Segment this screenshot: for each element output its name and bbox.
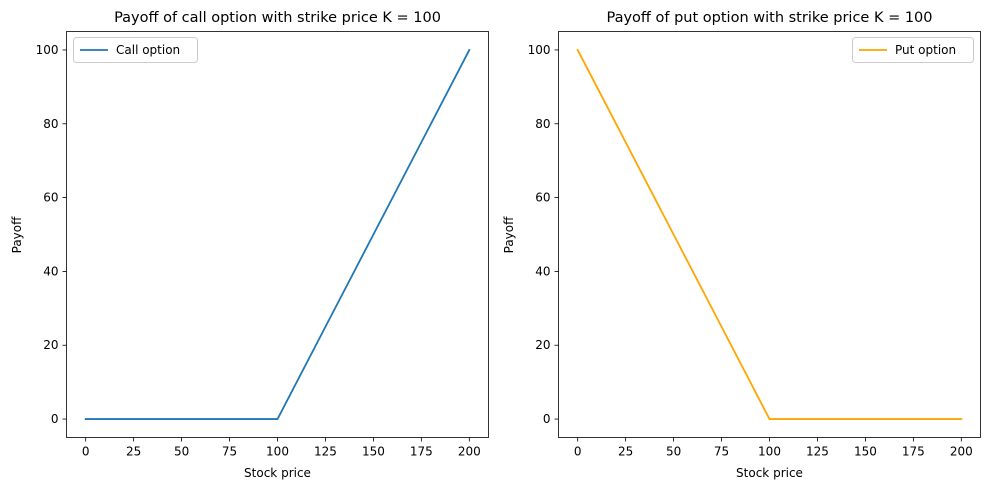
x-tick-label: 25 — [618, 445, 633, 459]
legend: Put option — [852, 37, 974, 63]
x-axis-label: Stock price — [736, 466, 803, 480]
call-option-chart: Payoff of call option with strike price … — [10, 10, 489, 480]
x-tick-label: 50 — [666, 445, 681, 459]
y-tick-label: 100 — [528, 43, 551, 57]
y-axis-label: Payoff — [502, 216, 516, 253]
y-tick-label: 40 — [43, 264, 58, 278]
y-tick-label: 80 — [535, 117, 550, 131]
y-tick-label: 80 — [43, 117, 58, 131]
y-tick-label: 100 — [36, 43, 59, 57]
y-tick-label: 60 — [43, 191, 58, 205]
y-tick-label: 60 — [535, 191, 550, 205]
legend-label-put-option: Put option — [895, 43, 956, 57]
x-tick-label: 75 — [714, 445, 729, 459]
x-tick-label: 150 — [362, 445, 385, 459]
legend-box — [852, 37, 974, 63]
y-ticks: 0 20 40 60 80 100 — [36, 43, 67, 426]
x-tick-label: 25 — [126, 445, 141, 459]
x-tick-label: 50 — [174, 445, 189, 459]
x-axis-label: Stock price — [244, 466, 311, 480]
plot-area-frame — [66, 31, 489, 438]
y-tick-label: 40 — [535, 264, 550, 278]
y-axis-label: Payoff — [10, 216, 24, 253]
series-line — [576, 48, 963, 420]
y-tick-label: 20 — [535, 338, 550, 352]
x-tick-label: 150 — [854, 445, 877, 459]
x-tick-label: 100 — [266, 445, 289, 459]
y-tick-label: 0 — [543, 412, 551, 426]
chart-title: Payoff of put option with strike price K… — [606, 10, 932, 26]
series-line — [84, 48, 471, 420]
put-option-chart: Payoff of put option with strike price K… — [502, 10, 981, 480]
legend: Call option — [73, 37, 198, 63]
y-ticks: 0 20 40 60 80 100 — [528, 43, 559, 426]
x-tick-label: 75 — [222, 445, 237, 459]
y-tick-label: 20 — [43, 338, 58, 352]
legend-box — [73, 37, 198, 63]
x-tick-label: 125 — [806, 445, 829, 459]
x-tick-label: 100 — [758, 445, 781, 459]
x-tick-label: 0 — [82, 445, 90, 459]
x-ticks: 0 25 50 75 100 125 150 175 200 — [574, 437, 973, 459]
x-tick-label: 175 — [410, 445, 433, 459]
chart-title: Payoff of call option with strike price … — [114, 10, 441, 26]
plot-lines — [84, 48, 471, 420]
plot-lines — [576, 48, 963, 420]
x-tick-label: 200 — [458, 445, 481, 459]
plot-area-frame — [558, 31, 981, 438]
x-ticks: 0 25 50 75 100 125 150 175 200 — [82, 437, 481, 459]
legend-label-call-option: Call option — [116, 43, 180, 57]
y-tick-label: 0 — [51, 412, 59, 426]
x-tick-label: 175 — [902, 445, 925, 459]
x-tick-label: 0 — [574, 445, 582, 459]
x-tick-label: 125 — [314, 445, 337, 459]
x-tick-label: 200 — [950, 445, 973, 459]
